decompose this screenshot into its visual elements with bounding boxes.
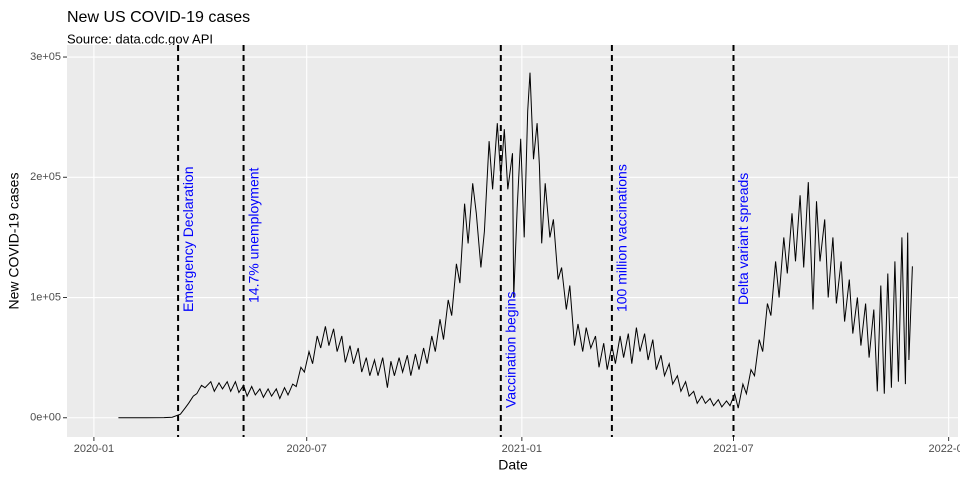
chart-title: New US COVID-19 cases [67,9,250,26]
chart-subtitle: Source: data.cdc.gov API [67,31,213,46]
y-axis-label: New COVID-19 cases [6,173,22,310]
y-tick-label: 0e+00 [30,412,61,424]
x-tick-label: 2020-01 [74,443,114,455]
panel [67,45,958,437]
x-tick-label: 2021-01 [502,443,542,455]
annotation-label: Emergency Declaration [180,166,196,312]
x-tick-label: 2022-01 [928,443,960,455]
x-axis-label: Date [498,457,528,473]
y-tick-label: 2e+05 [30,171,61,183]
plot-layer: Emergency Declaration 14.7% unemployment V… [67,45,958,437]
annotation-label: 14.7% unemployment [245,167,261,303]
annotation-label: 100 million vaccinations [614,164,630,312]
y-tick-label: 1e+05 [30,291,61,303]
x-tick-label: 2021-07 [713,443,753,455]
annotation-label: Delta variant spreads [735,173,751,305]
x-tick-label: 2020-07 [287,443,327,455]
annotation-label: Vaccination begins [503,292,519,408]
data-line [118,72,913,419]
y-tick-label: 3e+05 [30,51,61,63]
